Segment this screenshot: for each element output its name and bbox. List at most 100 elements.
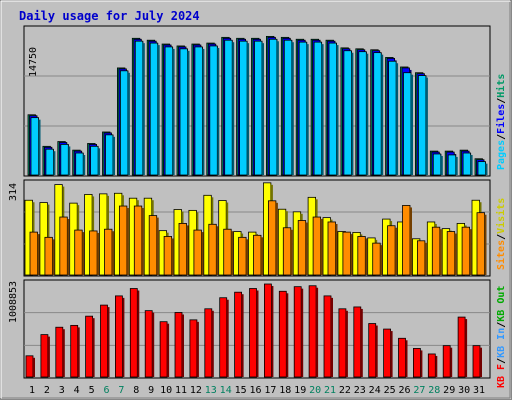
bar-kbf-14-shadow: [226, 299, 229, 377]
day-label: 25: [384, 385, 396, 396]
bar-pages-3: [60, 144, 69, 176]
bar-sites-9-shadow: [156, 217, 159, 275]
bar-sites-18: [282, 227, 292, 276]
day-label: 1: [29, 385, 35, 396]
bar-sites-1-shadow: [37, 234, 40, 275]
bar-sites-24: [372, 242, 381, 276]
legend-kb-in: KB In: [496, 328, 507, 358]
bar-pages-31: [477, 161, 486, 176]
bar-sites-25: [387, 225, 396, 276]
day-label: 28: [428, 385, 440, 396]
bar-sites-7: [119, 205, 128, 276]
bar-sites-18-shadow: [290, 229, 293, 275]
bar-sites-12-shadow: [201, 232, 204, 275]
bar-pages-16-shadow: [262, 43, 264, 175]
bar-kbf-14: [219, 297, 228, 378]
bar-pages-8: [134, 40, 144, 176]
bar-sites-2: [44, 236, 53, 276]
bar-sites-15-shadow: [246, 239, 249, 275]
bar-kbf-12-shadow: [196, 321, 199, 377]
day-label: 13: [205, 385, 217, 396]
legend-hits: Hits: [495, 74, 507, 98]
day-label: 5: [89, 385, 95, 396]
bar-sites-1: [29, 231, 38, 276]
bar-kbf-4-shadow: [77, 327, 80, 377]
bar-kbf-9: [144, 310, 153, 378]
bar-pages-22: [343, 50, 352, 176]
legend-sep: /: [496, 98, 507, 104]
bar-sites-9: [148, 215, 158, 276]
bar-sites-16: [253, 234, 262, 276]
hits-max-label: 14750: [28, 47, 39, 77]
bar-pages-7: [120, 70, 129, 176]
day-label: 22: [339, 385, 351, 396]
legend-kb-f: KB F: [496, 364, 507, 388]
bar-sites-16-shadow: [261, 237, 263, 275]
bar-sites-28: [431, 226, 441, 276]
bar-pages-21-shadow: [336, 45, 339, 175]
bar-pages-24-shadow: [381, 54, 384, 175]
legend-sites: Sites: [495, 240, 507, 270]
bar-pages-30-shadow: [470, 155, 473, 175]
bar-kbf-27: [412, 348, 421, 378]
bar-sites-20: [312, 216, 322, 276]
bar-pages-11: [179, 48, 188, 176]
bar-pages-25: [388, 60, 397, 176]
day-label: 27: [413, 385, 425, 396]
bar-sites-29: [446, 231, 456, 276]
legend-hits-files-pages: Pages/Files/Hits: [495, 74, 507, 170]
bar-sites-10: [163, 236, 173, 276]
bar-kbf-1: [25, 355, 34, 378]
bar-pages-1-shadow: [38, 119, 41, 175]
bar-sites-8: [133, 205, 143, 276]
bar-pages-25-shadow: [396, 63, 399, 176]
bar-kbf-21: [323, 295, 332, 378]
bar-pages-6: [105, 134, 114, 176]
bar-kbf-5: [85, 315, 93, 378]
bar-kbf-29: [442, 345, 451, 378]
bar-kbf-11-shadow: [182, 314, 184, 377]
bar-pages-12-shadow: [202, 48, 205, 175]
bar-sites-31-shadow: [484, 214, 487, 275]
legend-sep: /: [496, 358, 507, 364]
bar-kbf-18-shadow: [286, 293, 289, 377]
bar-kbf-7-shadow: [122, 297, 125, 377]
bar-kbf-13-shadow: [211, 310, 214, 377]
bar-pages-21: [328, 42, 337, 176]
bar-kbf-19: [293, 286, 302, 378]
bar-sites-21-shadow: [335, 223, 338, 275]
bar-kbf-28: [427, 353, 436, 378]
chart-title: Daily usage for July 2024: [19, 9, 200, 23]
bar-kbf-3: [55, 326, 64, 378]
bar-sites-4-shadow: [82, 232, 85, 275]
bar-kbf-15: [234, 291, 243, 378]
bar-pages-14: [224, 39, 233, 176]
bar-pages-20-shadow: [321, 44, 324, 175]
bar-sites-25-shadow: [395, 227, 398, 275]
day-label: 7: [118, 385, 124, 396]
bar-pages-15-shadow: [247, 43, 250, 175]
bar-kbf-26: [398, 337, 406, 378]
day-label: 23: [354, 385, 366, 396]
bar-kbf-24: [368, 323, 377, 378]
bar-sites-30: [461, 226, 471, 276]
bar-sites-11: [178, 223, 187, 276]
bar-sites-22-shadow: [350, 234, 353, 275]
bar-pages-15: [239, 40, 248, 176]
bar-kbf-1-shadow: [33, 357, 35, 377]
hits-files-pages-panel: [23, 25, 491, 177]
bar-kbf-12: [189, 319, 198, 378]
bar-pages-26: [403, 72, 412, 176]
bar-pages-29-shadow: [455, 156, 458, 175]
bar-pages-19-shadow: [306, 44, 309, 175]
bar-kbf-9-shadow: [152, 312, 155, 377]
kbytes-max-label: 1008853: [8, 281, 19, 323]
bar-sites-27-shadow: [424, 242, 427, 275]
bar-sites-22: [342, 231, 351, 276]
bar-sites-19-shadow: [305, 222, 308, 275]
day-axis: 1 2 3 4 5 6 7 8 9 10 11 12 13 14 15 16 17 18 19 20 21 22 23 24 2…: [29, 385, 485, 396]
day-label: 15: [235, 385, 247, 396]
bar-sites-4: [74, 229, 83, 276]
bar-pages-22-shadow: [351, 52, 354, 175]
bar-kbf-31-shadow: [480, 347, 482, 377]
